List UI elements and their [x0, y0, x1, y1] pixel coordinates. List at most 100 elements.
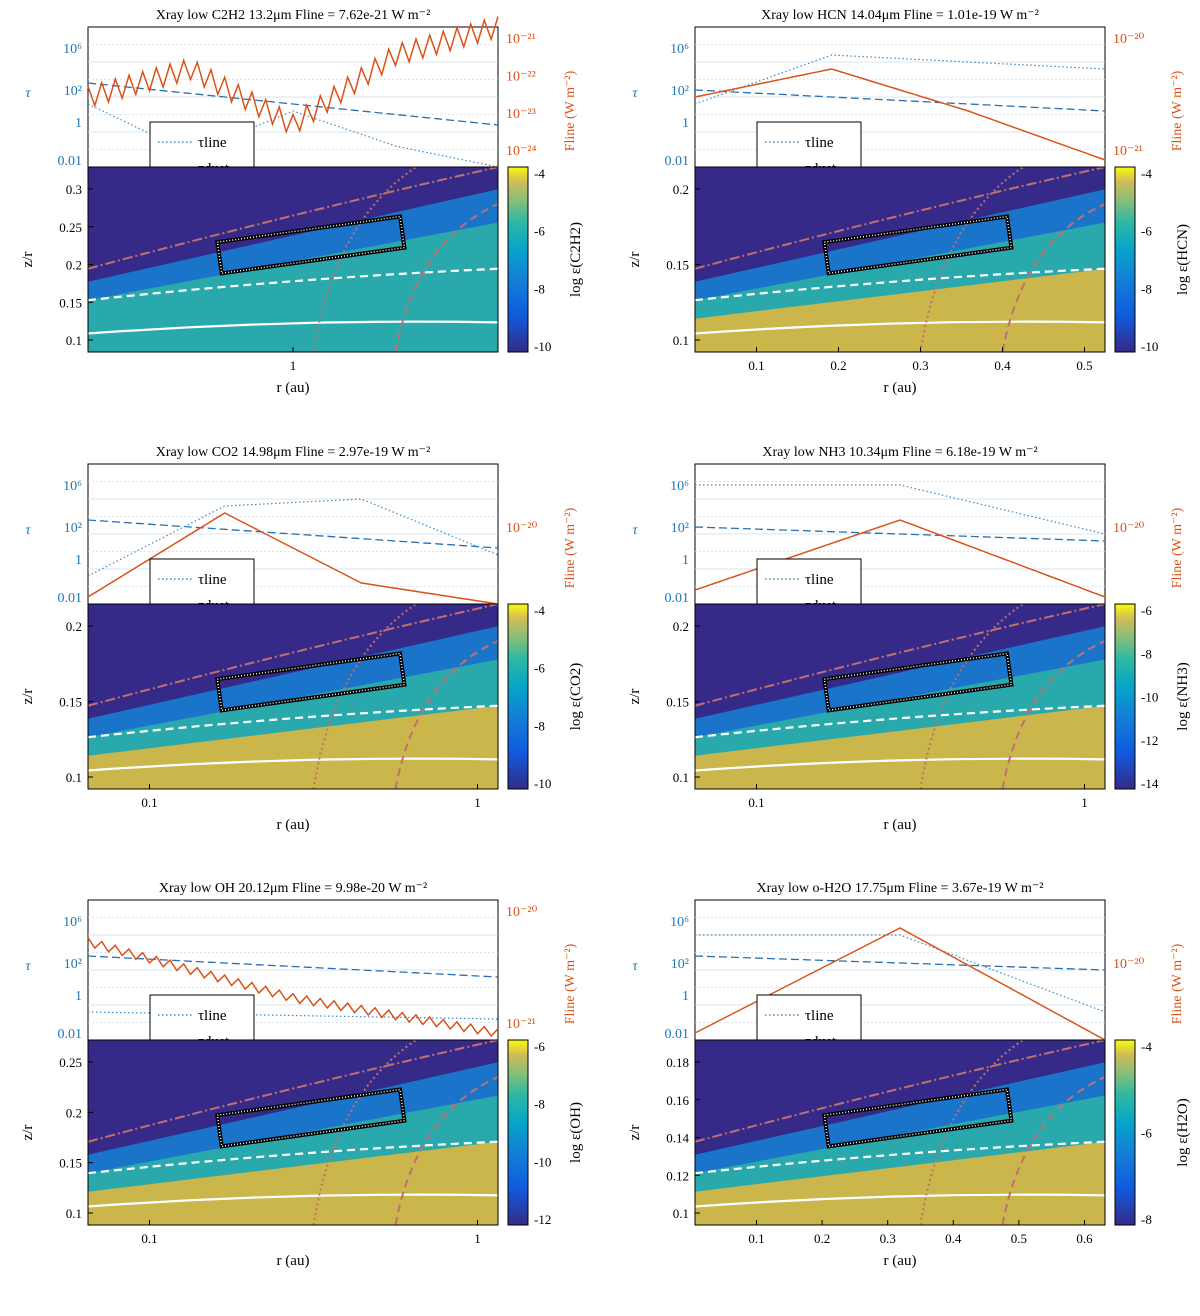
panel-title: Xray low HCN 14.04μm Fline = 1.01e-19 W … [761, 8, 1039, 23]
emission-region-box [822, 214, 1014, 276]
flux-line-curve [87, 512, 499, 605]
abundance-map [87, 1039, 499, 1226]
zr-axis-label: z/r [627, 689, 643, 705]
r-tick-label: 0.1 [748, 795, 764, 810]
flux-tick-label: 10⁻²¹ [1113, 144, 1143, 159]
tau-tick-label: 1 [75, 989, 82, 1004]
tau-tick-label: 10² [64, 957, 82, 972]
panel-4: Xray low NH3 10.34μm Fline = 6.18e-19 W … [627, 445, 1191, 833]
tau-tick-label: 10² [671, 521, 689, 536]
tau-tick-label: 10⁶ [63, 42, 82, 57]
tau-tick-label: 10² [64, 521, 82, 536]
zr-tick-label: 0.15 [666, 258, 689, 273]
r-tick-label: 0.5 [1011, 1231, 1027, 1246]
colorbar-tick-label: -4 [1141, 1039, 1152, 1054]
tau-axis-label: τ [25, 959, 31, 974]
white-solid-curve [694, 757, 1106, 772]
tau-tick-label: 1 [75, 116, 82, 131]
flux-tick-label: 10⁻²⁰ [506, 905, 538, 920]
r-axis-label: r (au) [884, 380, 917, 396]
colorbar-tick-label: -12 [1141, 733, 1158, 748]
tau-tick-label: 0.01 [58, 154, 83, 169]
tau-tick-label: 10⁶ [63, 915, 82, 930]
flux-axis-label: Fline (W m⁻²) [563, 943, 578, 1024]
tau-tick-label: 1 [682, 116, 689, 131]
colorbar-tick-label: -10 [534, 776, 551, 791]
tau-dust-curve [694, 955, 1106, 971]
r-tick-label: 0.2 [814, 1231, 830, 1246]
zr-tick-label: 0.2 [673, 619, 689, 634]
flux-tick-label: 10⁻²⁰ [1113, 521, 1145, 536]
zr-axis-label: z/r [627, 252, 643, 268]
tau-dust-curve [694, 89, 1106, 112]
flux-tick-label: 10⁻²⁰ [1113, 957, 1145, 972]
colorbar-tick-label: -6 [1141, 603, 1152, 618]
panel-title: Xray low C2H2 13.2μm Fline = 7.62e-21 W … [156, 8, 431, 23]
tau-tick-label: 0.01 [58, 591, 83, 606]
r-tick-label: 1 [290, 358, 297, 373]
zr-tick-label: 0.16 [666, 1093, 689, 1108]
abundance-map [87, 603, 499, 790]
r-tick-label: 0.1 [141, 795, 157, 810]
emission-region-box [215, 1087, 407, 1149]
white-dashed-curve [87, 704, 499, 739]
flux-tick-label: 10⁻²⁰ [1113, 32, 1145, 47]
tau-dust-curve [87, 955, 499, 978]
colorbar [1114, 603, 1136, 790]
flux-tick-label: 10⁻²³ [506, 107, 536, 122]
panel-title: Xray low CO2 14.98μm Fline = 2.97e-19 W … [156, 445, 431, 460]
zr-axis-label: z/r [627, 1125, 643, 1141]
colorbar-tick-label: -4 [1141, 166, 1152, 181]
colorbar-tick-label: -8 [534, 718, 545, 733]
emission-region-box [822, 651, 1014, 713]
r-tick-label: 1 [474, 795, 481, 810]
zr-tick-label: 0.15 [59, 695, 82, 710]
zr-axis-label: z/r [20, 689, 36, 705]
colorbar-tick-label: -8 [1141, 646, 1152, 661]
colorbar-tick-label: -4 [534, 603, 545, 618]
r-tick-label: 0.2 [830, 358, 846, 373]
tau-axis-label: τ [632, 86, 638, 101]
r-axis-label: r (au) [884, 1253, 917, 1269]
panel-3: Xray low CO2 14.98μm Fline = 2.97e-19 W … [20, 445, 584, 833]
emission-region-box [822, 1087, 1014, 1149]
zr-tick-label: 0.15 [666, 695, 689, 710]
zr-tick-label: 0.12 [666, 1168, 689, 1183]
white-solid-curve [87, 757, 499, 772]
legend-label: τline [805, 1008, 834, 1024]
tau-tick-label: 10² [671, 84, 689, 99]
r-axis-label: r (au) [884, 817, 917, 833]
zr-tick-label: 0.2 [66, 258, 82, 273]
colorbar-label: log ε(H2O) [1175, 1098, 1191, 1166]
colorbar-label: log ε(CO2) [568, 663, 584, 731]
zr-tick-label: 0.1 [673, 770, 689, 785]
colorbar-tick-label: -6 [1141, 1126, 1152, 1141]
tau-tick-label: 1 [75, 553, 82, 568]
colorbar-tick-label: -6 [534, 224, 545, 239]
tau-tick-label: 0.01 [665, 154, 690, 169]
emission-region-box [215, 651, 407, 713]
tau-dust-curve [694, 526, 1106, 542]
zr-tick-label: 0.1 [66, 770, 82, 785]
tau-line-curve [695, 484, 1106, 535]
tau-tick-label: 10⁶ [670, 479, 689, 494]
zr-tick-label: 0.15 [59, 1156, 82, 1171]
white-solid-curve [694, 1193, 1106, 1208]
abundance-map [694, 603, 1106, 790]
abundance-map [694, 166, 1106, 353]
colorbar [507, 603, 529, 790]
r-tick-label: 0.6 [1076, 1231, 1093, 1246]
tau-tick-label: 0.01 [58, 1027, 83, 1042]
colorbar-label: log ε(HCN) [1175, 224, 1191, 295]
zr-tick-label: 0.15 [59, 295, 82, 310]
tau-line-curve [87, 498, 499, 577]
colorbar-tick-label: -10 [534, 1154, 551, 1169]
zr-tick-label: 0.25 [59, 1055, 82, 1070]
flux-axis-label: Fline (W m⁻²) [563, 507, 578, 588]
tau-tick-label: 10² [671, 957, 689, 972]
flux-tick-label: 10⁻²¹ [506, 32, 536, 47]
r-tick-label: 0.3 [912, 358, 928, 373]
tau-line-curve [695, 934, 1106, 1013]
panel-6: Xray low o-H2O 17.75μm Fline = 3.67e-19 … [627, 881, 1191, 1269]
r-tick-label: 0.3 [880, 1231, 896, 1246]
